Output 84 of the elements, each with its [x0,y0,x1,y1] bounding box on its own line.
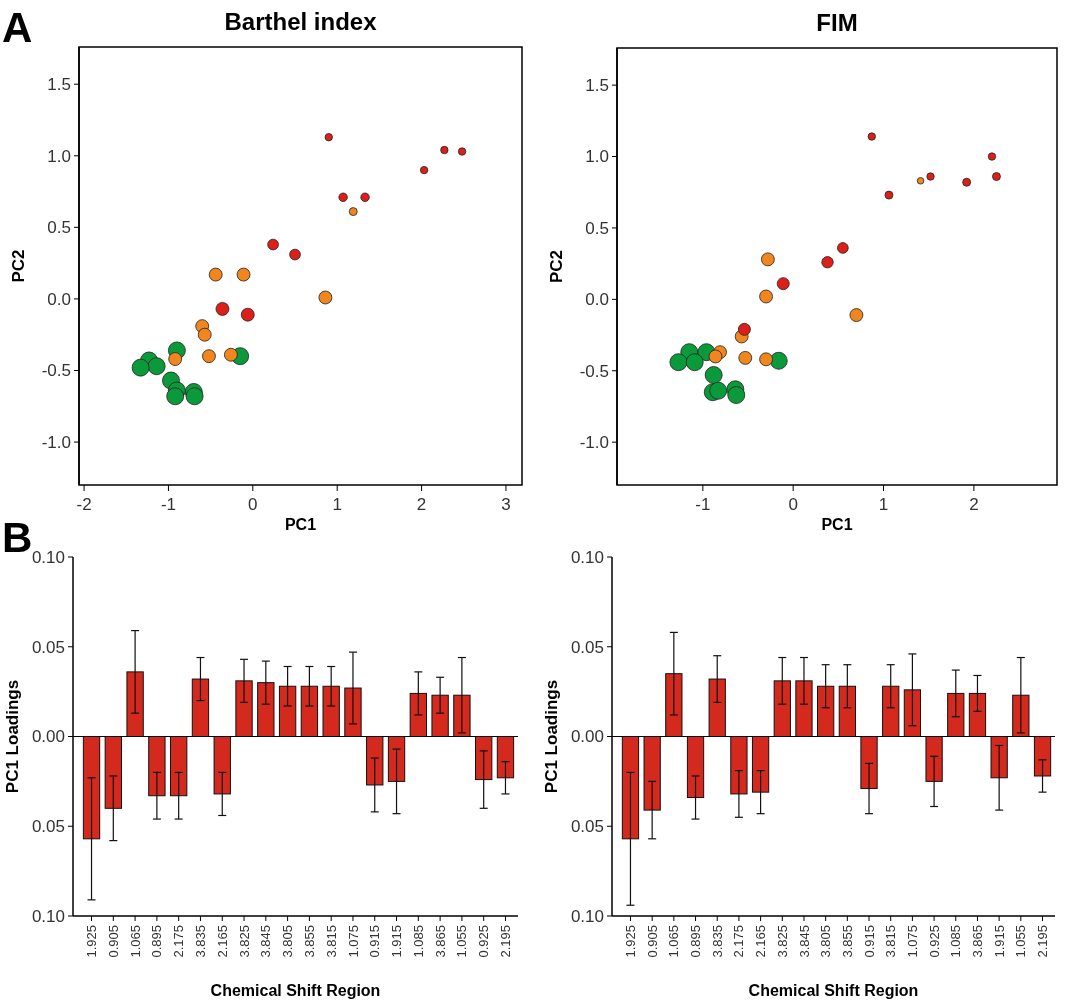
text: A [2,4,33,51]
x-tick-label: 1 [878,495,889,514]
x-tick-label: 0.905 [105,925,121,958]
y-tick-label: 0.10 [570,906,604,926]
x-tick-label: 1.915 [389,925,405,958]
y-tick-label: -0.5 [579,361,609,381]
x-tick-label: 0.895 [149,925,165,958]
y-axis-title: PC1 Loadings [3,679,22,794]
y-tick-label: 0.10 [31,906,65,926]
x-tick-label: 2.165 [214,925,230,958]
x-tick-label: 3.845 [796,925,812,958]
x-tick-label: 1.075 [904,925,920,958]
x-tick-label: 3.825 [236,925,252,958]
y-tick-label: -1.0 [579,433,609,453]
x-tick-label: 1 [332,495,342,514]
x-axis-title: PC1 [821,516,853,533]
y-tick-label: 0.10 [570,547,604,567]
y-tick-label: -1.0 [41,433,71,453]
x-tick-label: 0.895 [688,925,704,958]
y-tick-label: 1.0 [47,146,71,166]
x-axis-title: Chemical Shift Region [210,982,381,999]
y-tick-label: 0.05 [570,817,604,837]
x-tick-label: 1.065 [666,925,682,958]
x-tick-label: 0 [248,495,258,514]
x-tick-label: -1 [695,495,711,514]
x-tick-label: 3.845 [258,925,274,958]
x-tick-label: 3.825 [774,925,790,958]
chart-title: Barthel index [224,8,378,35]
x-tick-label: 3.865 [432,925,448,958]
x-tick-label: 1.065 [127,925,143,958]
y-axis-title: PC2 [9,249,28,283]
y-tick-label: -0.5 [41,361,71,381]
y-tick-label: 1.5 [47,75,71,95]
x-tick-label: -1 [160,495,177,514]
x-tick-label: 1.055 [1013,925,1029,958]
x-tick-label: 2.175 [171,925,187,958]
chart-title: FIM [816,9,858,36]
y-tick-label: 0.0 [47,289,71,309]
y-tick-label: 0.05 [570,637,604,657]
x-tick-label: 1.925 [623,925,639,958]
y-tick-label: 0.05 [31,637,65,657]
x-tick-label: 0.925 [476,925,492,958]
x-axis-title: PC1 [284,516,317,533]
x-tick-label: 1.055 [454,925,470,958]
x-tick-label: 3.815 [883,925,899,958]
x-tick-label: 2.195 [498,925,514,958]
x-tick-label: 3.805 [280,925,296,958]
x-tick-label: -2 [76,495,92,514]
x-tick-label: 3.855 [301,925,317,958]
x-tick-label: 2.195 [1035,925,1051,958]
x-tick-label: 0.925 [926,925,942,958]
y-tick-label: 1.5 [585,76,609,96]
x-tick-label: 3 [501,495,511,514]
y-tick-label: 0.00 [570,727,604,747]
x-tick-label: 3.805 [818,925,834,958]
y-tick-label: 0.10 [31,547,65,567]
y-axis-title: PC2 [547,249,566,284]
x-tick-label: 3.855 [839,925,855,958]
y-tick-label: 1.0 [585,147,609,167]
x-tick-label: 1.915 [991,925,1007,958]
x-tick-label: 1.085 [410,925,426,958]
y-tick-label: 0.5 [47,218,71,238]
x-tick-label: 2 [969,495,979,514]
y-tick-label: 0.0 [585,290,609,310]
x-tick-label: 1.075 [345,925,361,958]
x-tick-label: 2.165 [753,925,769,958]
x-tick-label: 0.905 [644,925,660,958]
x-axis-title: Chemical Shift Region [748,982,919,999]
y-tick-label: 0.05 [31,817,65,837]
text: B [2,514,33,561]
x-tick-label: 1.085 [948,925,964,958]
x-tick-label: 2.175 [731,925,747,958]
x-tick-label: 0 [788,495,798,514]
x-tick-label: 3.865 [970,925,986,958]
x-tick-label: 0.915 [861,925,877,958]
x-tick-label: 3.835 [193,925,209,958]
x-tick-label: 2 [416,495,427,514]
y-axis-title: PC1 Loadings [542,679,561,794]
x-tick-label: 3.815 [323,925,339,958]
y-tick-label: 0.5 [585,218,609,238]
x-tick-label: 3.835 [709,925,725,958]
x-tick-label: 1.925 [84,925,100,958]
y-tick-label: 0.00 [31,727,65,747]
x-tick-label: 0.915 [367,925,383,958]
